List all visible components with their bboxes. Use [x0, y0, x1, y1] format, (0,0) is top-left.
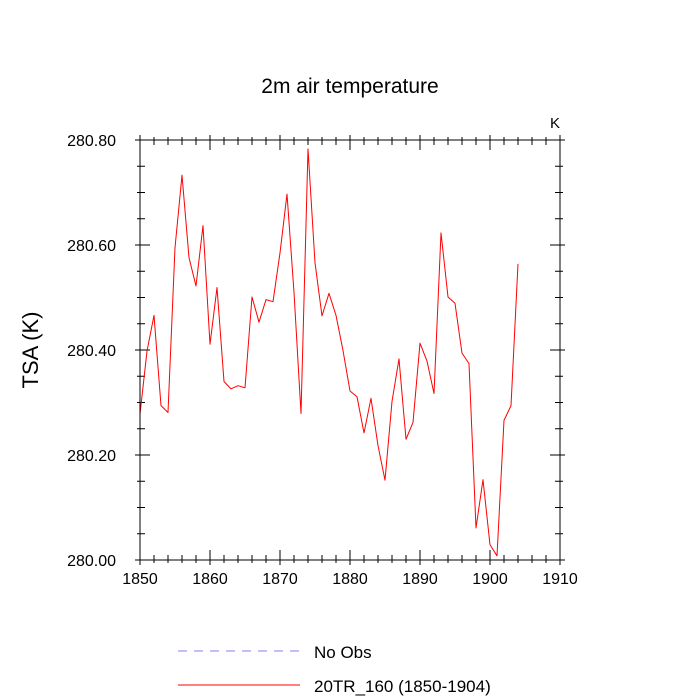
y-tick-label: 280.00: [67, 553, 116, 570]
x-tick-label: 1890: [402, 571, 438, 588]
x-tick-label: 1870: [262, 571, 298, 588]
series-line-20tr-160: [139, 148, 519, 557]
legend: No Obs 20TR_160 (1850-1904): [178, 643, 491, 696]
x-tick-label: 1900: [472, 571, 508, 588]
x-tick-label: 1880: [332, 571, 368, 588]
x-tick-labels: 1850 1860 1870 1880 1890 1900 1910: [122, 571, 578, 588]
units-label: K: [550, 115, 560, 132]
y-axis-label: TSA (K): [18, 311, 43, 388]
x-tick-label: 1910: [542, 571, 578, 588]
y-tick-label: 280.40: [67, 343, 116, 360]
x-tick-label: 1850: [122, 571, 158, 588]
legend-label-no-obs: No Obs: [314, 643, 372, 662]
y-tick-label: 280.20: [67, 448, 116, 465]
series-layer: [139, 148, 519, 557]
x-tick-label: 1860: [192, 571, 228, 588]
chart-title: 2m air temperature: [261, 75, 438, 98]
y-tick-label: 280.60: [67, 238, 116, 255]
y-tick-labels: 280.00 280.20 280.40 280.60 280.80: [67, 133, 116, 570]
legend-label-20tr-160: 20TR_160 (1850-1904): [314, 677, 491, 696]
axis-ticks: [135, 135, 565, 565]
y-tick-label: 280.80: [67, 133, 116, 150]
plot-frame: [139, 139, 561, 561]
